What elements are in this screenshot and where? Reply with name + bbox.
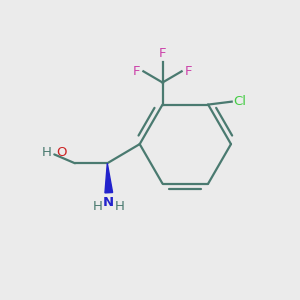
- Text: H: H: [115, 200, 125, 213]
- Text: O: O: [56, 146, 66, 159]
- Text: H: H: [93, 200, 103, 213]
- Text: Cl: Cl: [233, 95, 246, 108]
- Text: N: N: [103, 196, 114, 209]
- Text: F: F: [133, 65, 140, 78]
- Text: H: H: [42, 146, 52, 159]
- Polygon shape: [105, 163, 112, 193]
- Text: F: F: [184, 65, 192, 78]
- Text: F: F: [159, 46, 166, 59]
